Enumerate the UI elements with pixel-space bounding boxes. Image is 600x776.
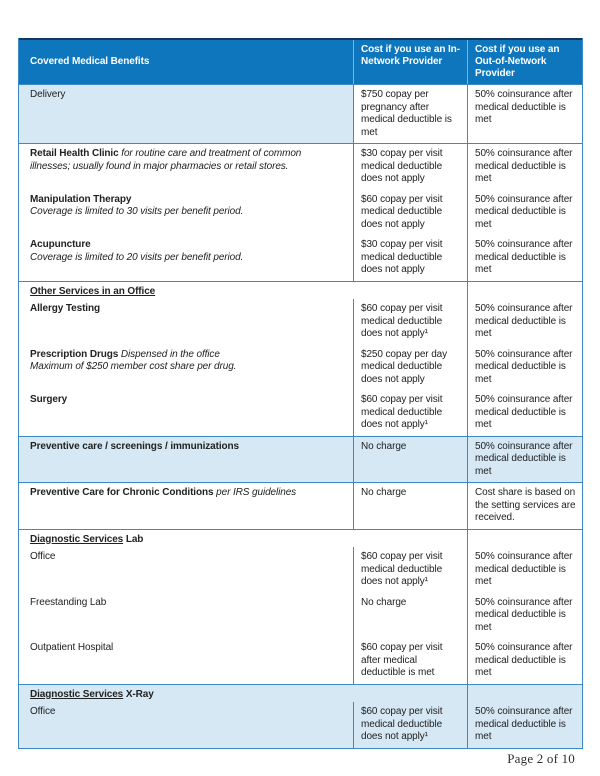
section-title-underlined-text: Diagnostic Services bbox=[30, 533, 124, 545]
out-of-network-cost-cell: 50% coinsurance after medical deductible… bbox=[467, 144, 584, 190]
benefit-cell: Preventive Care for Chronic Conditions p… bbox=[19, 483, 353, 529]
in-network-cost-cell: No charge bbox=[353, 436, 467, 482]
benefit-name: Outpatient Hospital bbox=[30, 642, 114, 653]
empty-cell bbox=[353, 685, 467, 703]
column-header-out-of-network: Cost if you use an Out-of-Network Provid… bbox=[467, 40, 584, 84]
out-of-network-cost-cell: 50% coinsurance after medical deductible… bbox=[467, 299, 584, 345]
benefit-description-line: Maximum of $250 member cost share per dr… bbox=[30, 361, 237, 372]
table-band: Diagnostic Services X-Ray Office $60 copay… bbox=[19, 683, 584, 748]
benefit-inline-description: per IRS guidelines bbox=[216, 487, 297, 498]
benefit-cell: Manipulation Therapy Coverage is limited … bbox=[19, 190, 353, 236]
empty-cell bbox=[353, 530, 467, 548]
benefit-name: Preventive care / screenings / immunizat… bbox=[30, 440, 240, 452]
in-network-cost-cell: $750 copay per pregnancy after medical d… bbox=[353, 85, 467, 143]
benefit-cell: Outpatient Hospital bbox=[19, 638, 353, 684]
in-network-cost-cell: $60 copay per visit medical deductible d… bbox=[353, 189, 467, 235]
column-header-in-network: Cost if you use an In- Network Provider bbox=[353, 40, 467, 84]
in-network-cost-cell: $30 copay per visit medical deductible d… bbox=[353, 235, 467, 281]
benefits-table: Covered Medical Benefits Cost if you use… bbox=[18, 38, 583, 749]
empty-cell bbox=[353, 282, 467, 300]
table-header-row: Covered Medical Benefits Cost if you use… bbox=[19, 38, 582, 84]
benefit-cell: Preventive care / screenings / immunizat… bbox=[19, 437, 353, 483]
benefit-cell: Office bbox=[19, 702, 353, 748]
benefit-cell: Acupuncture Coverage is limited to 20 vis… bbox=[19, 235, 353, 281]
table-band: Preventive Care for Chronic Conditions p… bbox=[19, 482, 582, 529]
benefit-cell: Delivery bbox=[19, 85, 353, 143]
out-of-network-cost-cell: 50% coinsurance after medical deductible… bbox=[467, 189, 584, 235]
benefit-inline-description: Dispensed in the office bbox=[120, 348, 220, 360]
in-network-cost-cell: $30 copay per visit medical deductible d… bbox=[353, 144, 467, 190]
in-network-cost-cell: $60 copay per visit medical deductible d… bbox=[353, 547, 467, 593]
table-band: Delivery $750 copay per pregnancy after m… bbox=[19, 84, 582, 143]
benefit-cell: Prescription Drugs Dispensed in the offi… bbox=[19, 345, 353, 391]
in-network-cost-cell: $60 copay per visit after medical deduct… bbox=[353, 638, 467, 684]
out-of-network-cost-cell: 50% coinsurance after medical deductible… bbox=[467, 235, 584, 281]
in-network-cost-cell: $60 copay per visit medical deductible d… bbox=[353, 702, 467, 748]
section-title-underlined-text: Diagnostic Services bbox=[30, 688, 124, 700]
benefit-name: Retail Health Clinic bbox=[30, 148, 119, 159]
table-body: Delivery $750 copay per pregnancy after m… bbox=[19, 84, 582, 748]
out-of-network-cost-cell: 50% coinsurance after medical deductible… bbox=[467, 702, 584, 748]
benefit-name: Freestanding Lab bbox=[30, 596, 107, 608]
benefit-name: Delivery bbox=[30, 89, 66, 100]
table-band: Preventive care / screenings / immunizat… bbox=[19, 435, 584, 483]
section-title-underlined-text: Other Services in an Office bbox=[30, 285, 156, 297]
section-title-rest-text: X-Ray bbox=[123, 688, 154, 700]
section-title: Other Services in an Office bbox=[19, 282, 353, 300]
benefit-cell: Freestanding Lab bbox=[19, 593, 353, 639]
benefit-name: Office bbox=[30, 706, 56, 717]
out-of-network-cost-cell: 50% coinsurance after medical deductible… bbox=[467, 344, 584, 390]
benefit-description-line: Coverage is limited to 20 visits per ben… bbox=[30, 251, 244, 263]
benefit-name: Office bbox=[30, 551, 56, 562]
in-network-cost-cell: $60 copay per visit medical deductible d… bbox=[353, 299, 467, 345]
benefit-name: Preventive Care for Chronic Conditions bbox=[30, 487, 214, 498]
section-title: Diagnostic Services X-Ray bbox=[19, 685, 353, 703]
benefit-inline-description: for routine care and treatment of common… bbox=[30, 148, 302, 172]
benefit-name: Surgery bbox=[30, 394, 68, 405]
out-of-network-cost-cell: Cost share is based on the setting servi… bbox=[467, 483, 584, 529]
benefit-description-line: Coverage is limited to 30 visits per ben… bbox=[30, 206, 244, 217]
in-network-cost-cell: No charge bbox=[353, 592, 467, 638]
in-network-cost-cell: $250 copay per day medical deductible do… bbox=[353, 344, 467, 390]
empty-cell bbox=[467, 684, 584, 702]
out-of-network-cost-cell: 50% coinsurance after medical deductible… bbox=[467, 436, 584, 482]
out-of-network-cost-cell: 50% coinsurance after medical deductible… bbox=[467, 638, 584, 684]
out-of-network-cost-cell: 50% coinsurance after medical deductible… bbox=[467, 547, 584, 593]
out-of-network-cost-cell: 50% coinsurance after medical deductible… bbox=[467, 390, 584, 436]
out-of-network-cost-cell: 50% coinsurance after medical deductible… bbox=[467, 85, 584, 143]
benefit-name: Manipulation Therapy bbox=[30, 193, 132, 205]
table-band: Other Services in an Office Allergy Testi… bbox=[19, 280, 584, 436]
benefit-name: Acupuncture bbox=[30, 239, 91, 250]
in-network-cost-cell: No charge bbox=[353, 483, 467, 529]
section-title-rest-text: Lab bbox=[123, 533, 144, 545]
empty-cell bbox=[467, 281, 584, 299]
out-of-network-cost-cell: 50% coinsurance after medical deductible… bbox=[467, 592, 584, 638]
table-band: Retail Health Clinic for routine care an… bbox=[19, 143, 582, 281]
section-title: Diagnostic Services Lab bbox=[19, 530, 353, 548]
table-band: Diagnostic Services Lab Office $60 copay p… bbox=[19, 528, 584, 684]
benefit-cell: Retail Health Clinic for routine care an… bbox=[19, 144, 353, 190]
benefit-cell: Office bbox=[19, 547, 353, 593]
column-header-covered-benefits: Covered Medical Benefits bbox=[30, 56, 150, 67]
in-network-cost-cell: $60 copay per visit medical deductible d… bbox=[353, 390, 467, 436]
benefit-cell: Allergy Testing bbox=[19, 299, 353, 345]
empty-cell bbox=[467, 529, 584, 547]
benefit-name: Allergy Testing bbox=[30, 303, 100, 314]
page-number: Page 2 of 10 bbox=[507, 751, 575, 766]
benefit-name: Prescription Drugs bbox=[30, 348, 119, 360]
benefit-cell: Surgery bbox=[19, 390, 353, 436]
